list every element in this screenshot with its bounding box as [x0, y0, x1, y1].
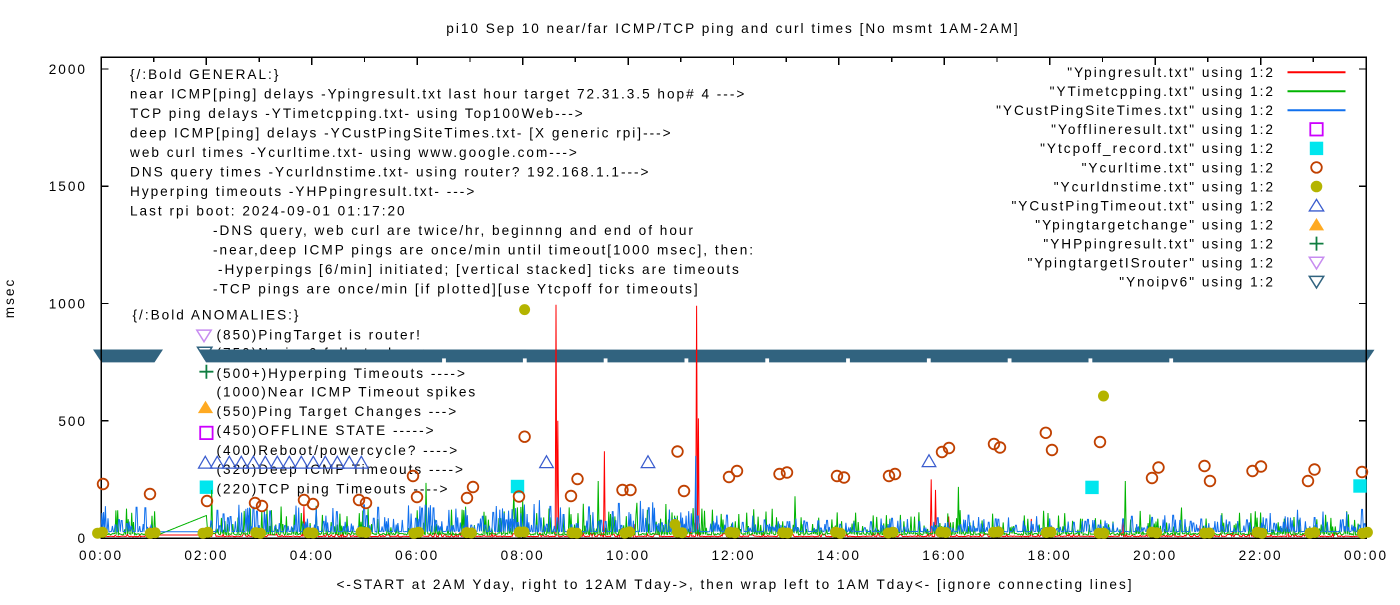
svg-text:1000: 1000	[49, 297, 87, 312]
svg-text:-DNS query, web curl are twice: -DNS query, web curl are twice/hr, begin…	[213, 223, 695, 238]
svg-text:20:00: 20:00	[1133, 548, 1177, 563]
svg-text:"YCustPingTimeout.txt" using 1: "YCustPingTimeout.txt" using 1:2	[1011, 198, 1275, 213]
svg-text:(1000)Near ICMP Timeout spikes: (1000)Near ICMP Timeout spikes	[217, 385, 478, 400]
svg-text:16:00: 16:00	[922, 548, 966, 563]
svg-text:<-START at 2AM Yday, right to: <-START at 2AM Yday, right to 12AM Tday-…	[336, 577, 1133, 592]
svg-text:500: 500	[58, 414, 87, 429]
svg-text:00:00: 00:00	[1344, 548, 1388, 563]
svg-text:TCP ping delays -YTimetcpping.: TCP ping delays -YTimetcpping.txt- using…	[130, 106, 585, 121]
svg-text:14:00: 14:00	[817, 548, 861, 563]
svg-text:"YHPpingresult.txt" using 1:2: "YHPpingresult.txt" using 1:2	[1043, 237, 1275, 252]
svg-text:Last rpi boot: 2024-09-01 01:1: Last rpi boot: 2024-09-01 01:17:20	[130, 204, 407, 219]
svg-text:{/:Bold GENERAL:}: {/:Bold GENERAL:}	[130, 67, 280, 82]
svg-text:"Ypingtargetchange" using 1:2: "Ypingtargetchange" using 1:2	[1035, 217, 1275, 232]
svg-text:1500: 1500	[49, 179, 87, 194]
svg-text:"Ynoipv6" using 1:2: "Ynoipv6" using 1:2	[1119, 275, 1275, 290]
svg-text:{/:Bold ANOMALIES:}: {/:Bold ANOMALIES:}	[133, 308, 301, 323]
svg-text:"YTimetcpping.txt" using 1:2: "YTimetcpping.txt" using 1:2	[1050, 84, 1275, 99]
svg-text:"YpingtargetISrouter" using 1:: "YpingtargetISrouter" using 1:2	[1028, 256, 1275, 271]
svg-text:deep ICMP[ping] delays -YCustP: deep ICMP[ping] delays -YCustPingSiteTim…	[130, 126, 673, 141]
svg-text:"YCustPingSiteTimes.txt" using: "YCustPingSiteTimes.txt" using 1:2	[996, 103, 1275, 118]
svg-text:Hyperping timeouts -YHPpingres: Hyperping timeouts -YHPpingresult.txt- -…	[130, 184, 476, 199]
svg-text:(550)Ping Target Changes --->: (550)Ping Target Changes --->	[217, 404, 459, 419]
svg-text:22:00: 22:00	[1239, 548, 1283, 563]
svg-text:-Hyperpings [6/min] initiated;: -Hyperpings [6/min] initiated; [vertical…	[218, 262, 741, 277]
svg-text:web curl times -Ycurltime.txt-: web curl times -Ycurltime.txt- using www…	[129, 145, 579, 160]
svg-text:"Ycurldnstime.txt" using 1:2: "Ycurldnstime.txt" using 1:2	[1054, 179, 1275, 194]
svg-text:(400)Reboot/powercycle? ---->: (400)Reboot/powercycle? ---->	[217, 443, 460, 458]
svg-text:(450)OFFLINE STATE ----->: (450)OFFLINE STATE ----->	[217, 423, 436, 438]
svg-text:04:00: 04:00	[290, 548, 334, 563]
svg-text:12:00: 12:00	[711, 548, 755, 563]
svg-text:"Yofflineresult.txt" using 1:2: "Yofflineresult.txt" using 1:2	[1051, 122, 1275, 137]
svg-text:(320)Deep ICMP Timeouts ---->: (320)Deep ICMP Timeouts ---->	[217, 462, 466, 477]
svg-text:"Ycurltime.txt" using 1:2: "Ycurltime.txt" using 1:2	[1082, 160, 1275, 175]
svg-text:-TCP pings are once/min [if pl: -TCP pings are once/min [if plotted][use…	[213, 282, 700, 297]
svg-text:18:00: 18:00	[1028, 548, 1072, 563]
svg-text:08:00: 08:00	[501, 548, 545, 563]
svg-text:"Ypingresult.txt" using 1:2: "Ypingresult.txt" using 1:2	[1067, 65, 1275, 80]
svg-text:(500+)Hyperping Timeouts ---->: (500+)Hyperping Timeouts ---->	[217, 366, 467, 381]
svg-text:2000: 2000	[49, 62, 87, 77]
svg-text:near ICMP[ping] delays -Ypingr: near ICMP[ping] delays -Ypingresult.txt …	[130, 87, 746, 102]
svg-text:(220)TCP ping Timeouts ---->: (220)TCP ping Timeouts ---->	[217, 482, 450, 497]
svg-text:00:00: 00:00	[79, 548, 123, 563]
svg-text:"Ytcpoff_record.txt" using 1:2: "Ytcpoff_record.txt" using 1:2	[1040, 141, 1275, 156]
svg-text:pi10 Sep 10 near/far ICMP/TCP: pi10 Sep 10 near/far ICMP/TCP ping and c…	[446, 21, 1019, 36]
svg-text:(850)PingTarget is router!: (850)PingTarget is router!	[217, 327, 422, 342]
svg-text:msec: msec	[2, 278, 17, 318]
svg-text:10:00: 10:00	[606, 548, 650, 563]
svg-text:DNS query times -Ycurldnstime.: DNS query times -Ycurldnstime.txt- using…	[130, 165, 651, 180]
svg-text:06:00: 06:00	[395, 548, 439, 563]
svg-text:02:00: 02:00	[184, 548, 228, 563]
svg-text:0: 0	[77, 531, 87, 546]
svg-text:-near,deep ICMP pings are once: -near,deep ICMP pings are once/min until…	[213, 243, 755, 258]
